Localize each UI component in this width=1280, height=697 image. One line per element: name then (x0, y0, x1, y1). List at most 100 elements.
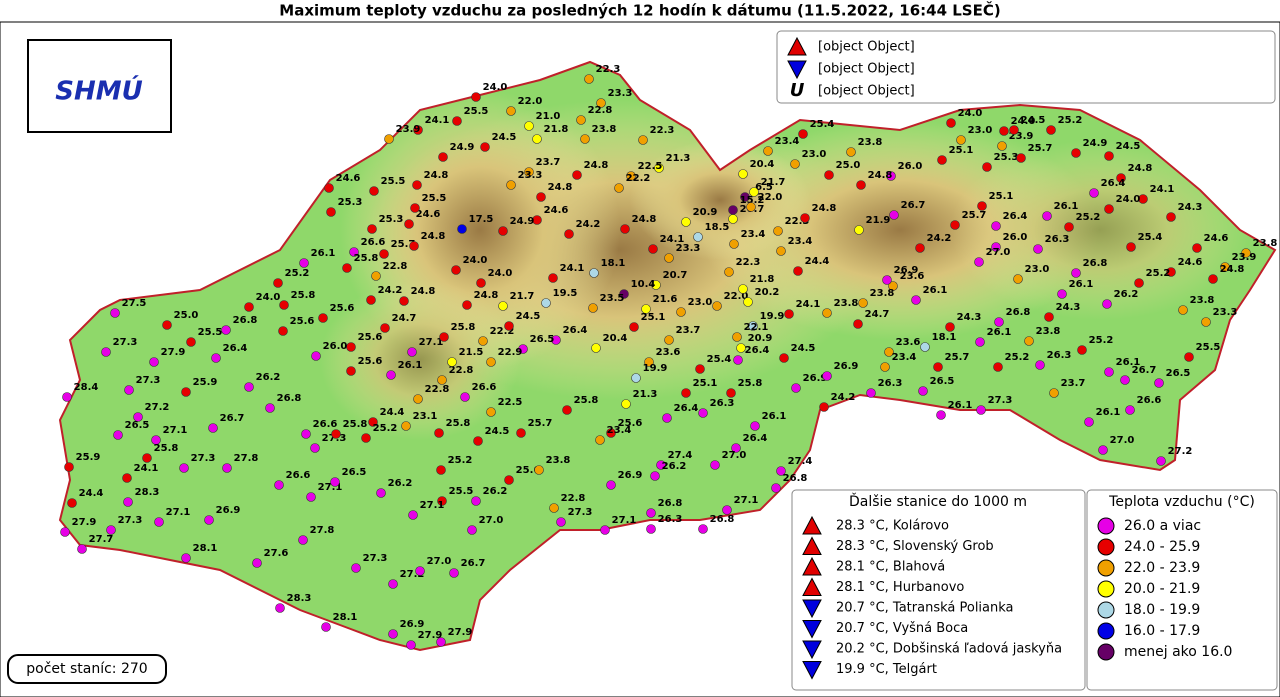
station-value: 26.1 (923, 285, 948, 296)
station-dot (991, 242, 1001, 252)
station-value: 26.2 (662, 461, 687, 472)
station-dot (556, 517, 566, 527)
legend-swatch (1097, 517, 1115, 535)
station-dot (436, 637, 446, 647)
station-dot (409, 241, 419, 251)
station-dot (800, 213, 810, 223)
station-dot (113, 430, 123, 440)
station-dot (436, 465, 446, 475)
station-dot (1134, 278, 1144, 288)
station-dot (367, 224, 377, 234)
station-value: 26.5 (530, 334, 555, 345)
station-value: 24.9 (450, 142, 475, 153)
station-value: 26.2 (256, 372, 281, 383)
legend-label: 24.0 - 25.9 (1124, 539, 1200, 555)
station-dot (330, 477, 340, 487)
station-dot (629, 322, 639, 332)
count-box (7, 654, 167, 684)
station-value: 26.0 (898, 161, 923, 172)
station-value: 27.3 (363, 553, 388, 564)
station-dot (532, 215, 542, 225)
min-symbol: U (790, 80, 805, 101)
station-dot (591, 343, 601, 353)
station-value: 26.1 (1054, 201, 1079, 212)
station-value: 25.8 (574, 395, 599, 406)
station-value: 26.7 (901, 200, 926, 211)
station-value: 23.0 (968, 125, 993, 136)
station-dot (110, 308, 120, 318)
station-value: 26.4 (674, 403, 699, 414)
station-value: 15.2 (740, 195, 765, 206)
legend-label: 16.0 - 17.9 (1124, 623, 1200, 639)
station-dot (746, 202, 756, 212)
station-value: 20.2 (755, 287, 780, 298)
station-dot (731, 443, 741, 453)
station-dot (728, 205, 738, 215)
station-dot (791, 383, 801, 393)
station-dot (439, 332, 449, 342)
station-value: 26.5 (125, 420, 150, 431)
station-value: 18.1 (601, 258, 626, 269)
station-dot (681, 388, 691, 398)
station-dot (724, 267, 734, 277)
station-value: 25.7 (528, 418, 553, 429)
station-dot (595, 435, 605, 445)
station-dot (1016, 153, 1026, 163)
station-dot (64, 462, 74, 472)
station-value: 25.6 (290, 316, 315, 327)
station-dot (524, 121, 534, 131)
station-value: 26.2 (388, 478, 413, 489)
station-value: 26.4 (1101, 178, 1126, 189)
station-dot (920, 342, 930, 352)
station-value: 26.9 (400, 619, 425, 630)
station-value: 26.8 (277, 393, 302, 404)
station-dot (911, 295, 921, 305)
station-value: 26.6 (313, 419, 338, 430)
station-dot (326, 207, 336, 217)
station-value: 26.2 (483, 486, 508, 497)
legend-swatch (1097, 559, 1115, 577)
station-dot (404, 219, 414, 229)
station-value: 26.7 (461, 558, 486, 569)
station-value: 24.8 (421, 231, 446, 242)
station-dot (1178, 305, 1188, 315)
station-value: 24.8 (548, 182, 573, 193)
station-value: 25.6 (330, 303, 355, 314)
station-value: 24.1 (660, 234, 685, 245)
station-dot (648, 244, 658, 254)
station-dot (361, 433, 371, 443)
station-dot (793, 266, 803, 276)
station-dot (997, 141, 1007, 151)
station-value: 23.3 (1213, 307, 1238, 318)
station-dot (222, 463, 232, 473)
station-dot (748, 321, 758, 331)
station-dot (614, 183, 624, 193)
station-dot (478, 336, 488, 346)
station-dot (681, 217, 691, 227)
station-dot (1201, 317, 1211, 327)
station-value: 28.1 (193, 543, 218, 554)
station-dot (915, 243, 925, 253)
station-dot (324, 183, 334, 193)
legend-swatch (1097, 580, 1115, 598)
station-value: 21.3 (633, 389, 658, 400)
station-dot (534, 465, 544, 475)
station-dot (631, 373, 641, 383)
station-value: 25.1 (641, 312, 666, 323)
station-dot (698, 408, 708, 418)
station-value: 26.4 (745, 345, 770, 356)
station-dot (506, 106, 516, 116)
station-value: 24.2 (831, 392, 856, 403)
station-value: 27.1 (163, 425, 188, 436)
station-value: 27.0 (479, 515, 504, 526)
station-dot (822, 308, 832, 318)
station-value: 22.8 (383, 261, 408, 272)
station-value: 24.8 (424, 170, 449, 181)
station-value: 27.6 (264, 548, 289, 559)
station-value: 23.3 (608, 88, 633, 99)
station-value: 22.8 (449, 365, 474, 376)
station-dot (733, 355, 743, 365)
other-symbol (802, 640, 822, 660)
station-dot (1042, 211, 1052, 221)
